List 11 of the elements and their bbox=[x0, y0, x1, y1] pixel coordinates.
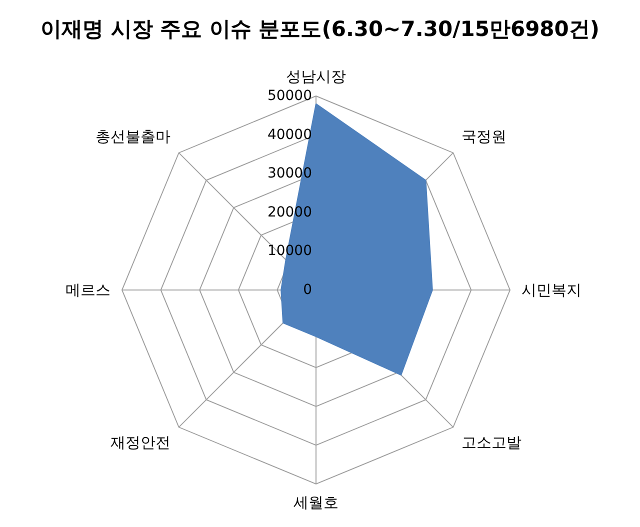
spoke-label: 시민복지 bbox=[522, 281, 582, 299]
chart-title: 이재명 시장 주요 이슈 분포도(6.30~7.30/15만6980건) bbox=[40, 17, 600, 41]
spoke-label: 메르스 bbox=[65, 281, 110, 299]
spoke-label: 총선불출마 bbox=[96, 128, 171, 146]
spoke-label: 세월호 bbox=[294, 494, 338, 512]
spoke-label: 고소고발 bbox=[461, 433, 522, 452]
spoke-label: 성남시장 bbox=[286, 67, 346, 86]
y-tick-label: 0 bbox=[303, 282, 312, 298]
spoke-label: 재정안전 bbox=[110, 433, 171, 452]
spoke-label: 국정원 bbox=[461, 128, 506, 146]
y-tick-label: 50000 bbox=[267, 88, 312, 104]
